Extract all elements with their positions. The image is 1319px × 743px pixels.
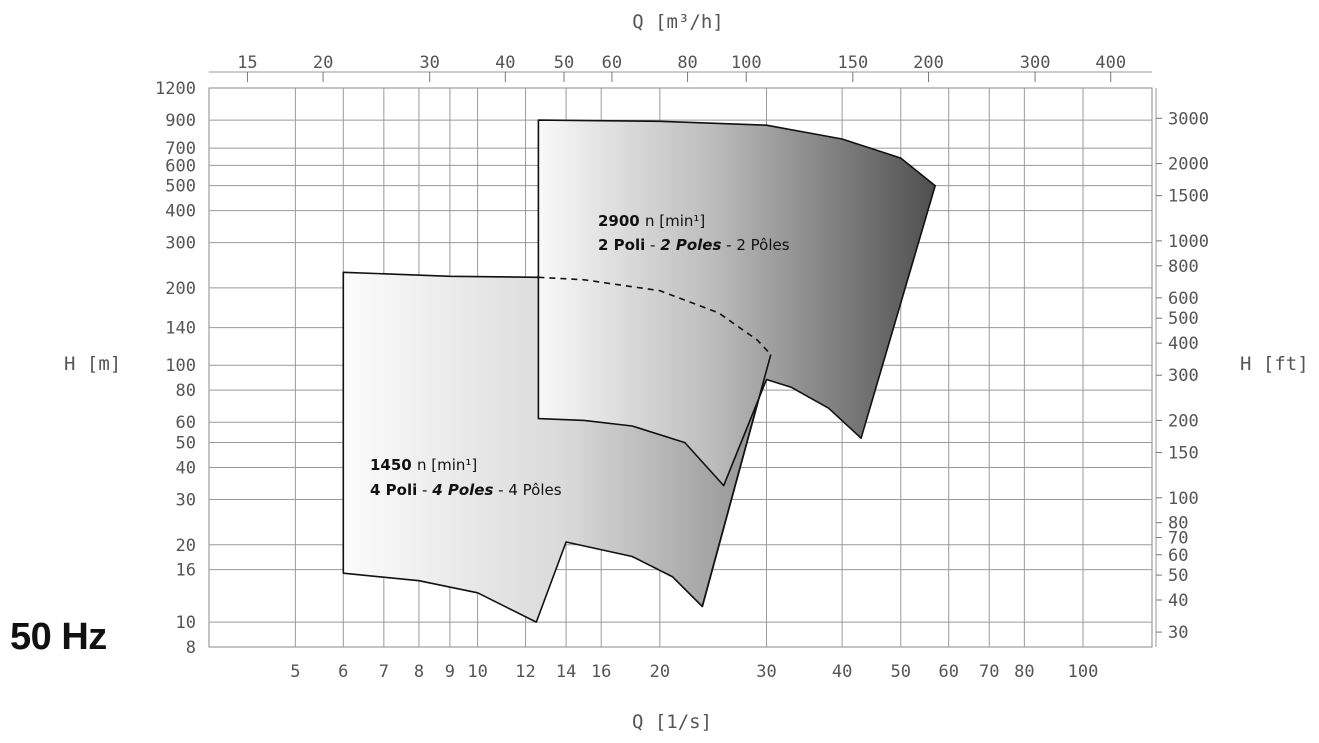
y-left-tick-label: 80 <box>176 381 196 401</box>
x-bottom-tick-label: 8 <box>414 662 424 682</box>
y-left-tick-label: 40 <box>176 458 196 478</box>
y-left-tick-label: 600 <box>165 156 196 176</box>
x-bottom-tick-label: 10 <box>467 662 487 682</box>
y-right-tick-label: 70 <box>1168 529 1188 549</box>
label-1450-poles-it: 4 Poli <box>370 481 417 499</box>
y-right-tick-label: 80 <box>1168 514 1188 534</box>
y-right-tick-label: 40 <box>1168 591 1188 611</box>
x-top-tick-label: 30 <box>419 53 439 73</box>
label-1450-sep2: - <box>493 481 508 499</box>
operating-regions <box>342 119 936 623</box>
y-right-tick-label: 1000 <box>1168 232 1209 252</box>
y-left-tick-label: 300 <box>165 234 196 254</box>
x-bottom-tick-label: 9 <box>445 662 455 682</box>
y-right-tick-label: 30 <box>1168 623 1188 643</box>
label-2900-speed-unit: n [min¹] <box>645 212 705 230</box>
x-top-tick-label: 400 <box>1095 53 1126 73</box>
y-right-tick-label: 50 <box>1168 566 1188 586</box>
region-1450-right-edge <box>701 354 772 607</box>
top-axis-ticks <box>209 71 1152 82</box>
label-2900-speed-value: 2900 <box>598 212 640 230</box>
x-top-tick-label: 50 <box>554 53 574 73</box>
y-left-tick-label: 1200 <box>155 79 196 99</box>
x-top-tick-label: 15 <box>237 53 257 73</box>
y-right-tick-label: 200 <box>1168 411 1199 431</box>
x-bottom-tick-label: 50 <box>891 662 911 682</box>
x-bottom-tick-label: 100 <box>1068 662 1099 682</box>
x-top-tick-label: 40 <box>495 53 515 73</box>
y-right-tick-label: 3000 <box>1168 109 1209 129</box>
y-left-tick-label: 8 <box>186 638 196 658</box>
y-right-tick-label: 800 <box>1168 257 1199 277</box>
x-top-tick-label: 200 <box>913 53 944 73</box>
region-2900 <box>537 119 936 487</box>
x-bottom-tick-label: 60 <box>938 662 958 682</box>
x-bottom-tick-label: 40 <box>832 662 852 682</box>
x-bottom-tick-label: 30 <box>756 662 776 682</box>
y-axis-right-title: H [ft] <box>1240 353 1309 375</box>
label-2900-sep2: - <box>721 236 736 254</box>
right-axis-ticks <box>1155 88 1162 647</box>
y-right-tick-label: 1500 <box>1168 187 1209 207</box>
x-bottom-tick-label: 80 <box>1014 662 1034 682</box>
x-bottom-tick-label: 6 <box>338 662 348 682</box>
y-right-tick-label: 150 <box>1168 444 1199 464</box>
label-1450-speed-unit: n [min¹] <box>417 456 477 474</box>
x-bottom-tick-label: 12 <box>515 662 535 682</box>
y-right-tick-label: 500 <box>1168 309 1199 329</box>
y-right-tick-label: 300 <box>1168 366 1199 386</box>
y-axis-left-title: H [m] <box>64 353 121 375</box>
y-left-tick-label: 140 <box>165 319 196 339</box>
y-left-tick-label: 200 <box>165 279 196 299</box>
y-left-tick-label: 10 <box>176 613 196 633</box>
x-axis-top-title: Q [m³/h] <box>632 11 724 33</box>
label-1450-speed-value: 1450 <box>370 456 412 474</box>
label-1450-sep1: - <box>417 481 432 499</box>
y-right-tick-label: 100 <box>1168 489 1199 509</box>
x-bottom-tick-label: 70 <box>979 662 999 682</box>
y-right-tick-label: 2000 <box>1168 155 1209 175</box>
y-left-tick-label: 16 <box>176 561 196 581</box>
x-top-tick-label: 300 <box>1020 53 1051 73</box>
y-left-tick-label: 400 <box>165 202 196 222</box>
region-1450-top-dashed <box>538 276 772 356</box>
label-2900-poles-it: 2 Poli <box>598 236 645 254</box>
frequency-label: 50 Hz <box>10 616 107 658</box>
label-2900-poles: 2 Poli - 2 Poles - 2 Pôles <box>598 236 790 254</box>
label-2900-poles-fr: 2 Pôles <box>736 236 789 254</box>
label-1450-poles-fr: 4 Pôles <box>508 481 561 499</box>
x-bottom-tick-label: 5 <box>290 662 300 682</box>
x-bottom-tick-label: 16 <box>591 662 611 682</box>
y-left-tick-label: 500 <box>165 177 196 197</box>
label-2900-poles-en: 2 Poles <box>660 236 721 254</box>
y-left-tick-label: 60 <box>176 413 196 433</box>
label-2900-speed: 2900 n [min¹] <box>598 212 705 230</box>
x-bottom-tick-label: 7 <box>379 662 389 682</box>
y-left-tick-label: 700 <box>165 139 196 159</box>
x-top-tick-label: 80 <box>677 53 697 73</box>
y-left-tick-label: 900 <box>165 111 196 131</box>
y-right-tick-label: 60 <box>1168 546 1188 566</box>
label-2900-sep1: - <box>645 236 660 254</box>
y-left-tick-label: 20 <box>176 536 196 556</box>
label-1450-poles-en: 4 Poles <box>431 481 493 499</box>
x-top-tick-label: 60 <box>602 53 622 73</box>
y-left-tick-label: 100 <box>165 356 196 376</box>
x-bottom-tick-label: 20 <box>650 662 670 682</box>
label-1450-poles: 4 Poli - 4 Poles - 4 Pôles <box>370 481 562 499</box>
x-axis-bottom-title: Q [1/s] <box>632 711 712 733</box>
label-1450-speed: 1450 n [min¹] <box>370 456 477 474</box>
y-left-tick-label: 30 <box>176 491 196 511</box>
y-left-tick-label: 50 <box>176 434 196 454</box>
y-right-tick-label: 600 <box>1168 289 1199 309</box>
x-bottom-tick-label: 14 <box>556 662 576 682</box>
x-top-tick-label: 100 <box>731 53 762 73</box>
y-right-tick-label: 400 <box>1168 334 1199 354</box>
x-top-tick-label: 150 <box>837 53 868 73</box>
x-top-tick-label: 20 <box>313 53 333 73</box>
